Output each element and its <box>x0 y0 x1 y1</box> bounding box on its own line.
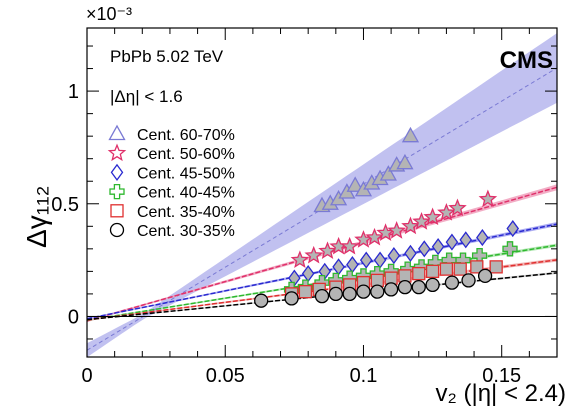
data-points <box>254 126 520 308</box>
data-point-s1-p12 <box>437 203 456 221</box>
legend-label-2: Cent. 45-50% <box>137 165 235 182</box>
x-tick-label: 0.15 <box>482 365 521 387</box>
legend-marker-4 <box>110 204 124 218</box>
legend: Cent. 60-70% Cent. 50-60% Cent. 45-50% Cent… <box>107 124 235 240</box>
legend-label-5: Cent. 30-35% <box>137 223 235 240</box>
data-point-s2-p14 <box>506 219 520 238</box>
data-point-s4-p12 <box>453 262 467 276</box>
data-point-s1-p8 <box>387 221 406 239</box>
legend-label-0: Cent. 60-70% <box>137 127 235 144</box>
data-point-s5-p4 <box>342 286 357 302</box>
data-point-s2-p13 <box>476 228 489 247</box>
data-point-s5-p13 <box>477 268 493 284</box>
data-point-s5-p10 <box>425 277 440 293</box>
data-point-s1-p0 <box>290 250 310 268</box>
data-point-s2-p9 <box>417 240 431 258</box>
data-point-s4-p10 <box>425 264 440 279</box>
fit-band-0 <box>87 33 557 357</box>
data-point-s5-p1 <box>284 291 299 306</box>
legend-marker-2 <box>110 163 124 181</box>
data-point-s5-p6 <box>370 284 385 299</box>
data-point-s1-p14 <box>478 189 498 208</box>
data-point-s5-p3 <box>328 286 343 302</box>
x-axis-title: v₂ (|η| < 2.4) <box>436 380 567 407</box>
legend-label-4: Cent. 35-40% <box>137 204 235 221</box>
data-point-s1-p6 <box>365 227 384 246</box>
data-point-s5-p5 <box>356 284 371 299</box>
y-tick-label: 0.5 <box>51 194 79 216</box>
data-point-s2-p7 <box>387 246 401 265</box>
legend-label-3: Cent. 40-45% <box>137 185 235 202</box>
y-axis-multiplier: ×10⁻³ <box>86 4 132 24</box>
data-point-s1-p1 <box>304 245 323 264</box>
data-point-s2-p10 <box>431 237 445 256</box>
data-point-s1-p2 <box>318 241 337 259</box>
data-point-s2-p8 <box>404 244 417 262</box>
y-tick-label: 0 <box>68 306 79 328</box>
data-point-s5-p0 <box>254 293 269 308</box>
data-point-s2-p3 <box>332 258 345 276</box>
data-point-s2-p1 <box>301 265 315 283</box>
plot-frame <box>86 27 558 358</box>
x-tick-label: 0.1 <box>350 365 378 387</box>
legend-marker-1 <box>107 143 127 162</box>
data-point-s5-p7 <box>383 282 399 297</box>
legend-label-1: Cent. 50-60% <box>137 146 235 163</box>
data-point-s1-p4 <box>340 236 359 255</box>
annotation-eta-cut: |Δη| < 1.6 <box>110 87 183 106</box>
data-point-s5-p9 <box>411 279 426 295</box>
data-point-s5-p11 <box>444 275 460 290</box>
x-tick-label: 0.05 <box>206 365 245 387</box>
data-point-s0-p10 <box>396 153 414 170</box>
data-point-s0-p8 <box>379 165 397 181</box>
data-point-s5-p2 <box>314 289 330 304</box>
data-point-s2-p12 <box>459 231 473 249</box>
data-point-s1-p13 <box>448 198 467 217</box>
fit-line-1 <box>87 186 557 322</box>
data-point-s1-p9 <box>401 216 420 235</box>
y-axis-title: Δγ₁₁₂ <box>21 186 52 248</box>
data-point-s3-p14 <box>502 241 518 257</box>
data-point-s2-p5 <box>359 251 373 269</box>
data-point-s0-p11 <box>401 126 420 143</box>
annotation-system: PbPb 5.02 TeV <box>110 47 224 66</box>
data-point-s4-p14 <box>489 260 503 274</box>
x-tick-label: 0 <box>81 365 92 387</box>
legend-marker-5 <box>109 222 125 238</box>
data-point-s1-p11 <box>423 207 442 226</box>
data-point-s5-p12 <box>461 273 476 288</box>
data-point-s4-p13 <box>470 260 484 274</box>
data-point-s2-p6 <box>373 251 387 269</box>
axes: 0 0.05 0.1 0.15 0 0.5 1 <box>51 27 558 387</box>
data-point-s4-p1 <box>298 285 313 299</box>
data-point-s2-p4 <box>346 256 359 274</box>
data-point-s0-p4 <box>346 176 364 192</box>
data-point-s4-p9 <box>412 266 426 281</box>
legend-marker-3 <box>109 183 125 200</box>
y-tick-label: 1 <box>68 81 79 103</box>
data-point-s5-p8 <box>397 279 413 295</box>
legend-marker-0 <box>108 124 126 141</box>
data-point-s1-p10 <box>412 212 431 230</box>
cms-label: CMS <box>500 47 553 74</box>
data-point-s2-p11 <box>445 233 459 251</box>
data-point-s4-p11 <box>439 262 454 276</box>
fit-line-5 <box>87 272 557 321</box>
